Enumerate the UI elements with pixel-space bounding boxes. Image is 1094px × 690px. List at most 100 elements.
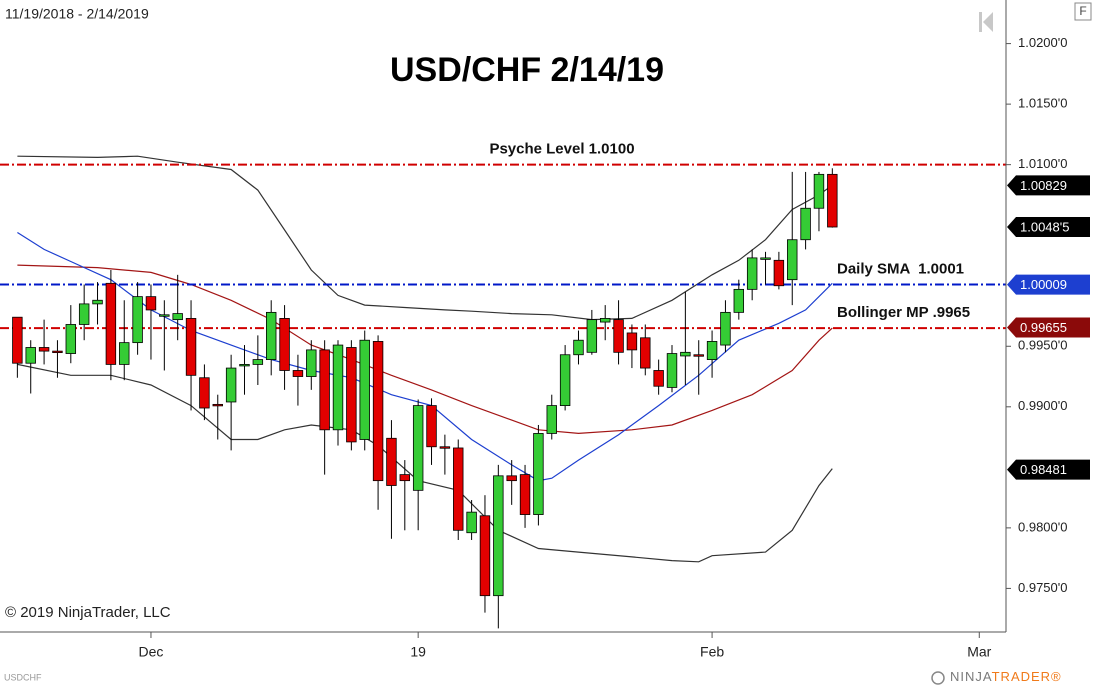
candle-body: [693, 354, 704, 357]
candle-body: [533, 433, 544, 515]
candle-body: [479, 515, 491, 597]
level-annotation: Psyche Level 1.0100: [489, 141, 634, 158]
y-tick-label: 1.0200'0: [1018, 35, 1067, 50]
candle-body: [680, 351, 691, 357]
candle-body: [506, 475, 517, 482]
candle-body: [827, 173, 838, 228]
candle-body: [599, 318, 611, 323]
panel-button-box: [1074, 2, 1092, 21]
candle-layer: [12, 168, 838, 629]
indicator-line: [17, 155, 833, 321]
candle-body: [519, 474, 531, 515]
price-badge-label: 0.99655: [1020, 320, 1067, 335]
candle-body: [279, 318, 290, 371]
candle-body: [493, 475, 504, 597]
panel-button[interactable]: F: [1074, 2, 1092, 21]
candle-body: [720, 311, 731, 346]
candle-body: [586, 319, 598, 353]
candle-body: [332, 344, 344, 431]
nav-arrow: [983, 12, 993, 32]
candle-body: [105, 282, 117, 365]
candle-body: [706, 341, 718, 360]
candle-body: [813, 173, 825, 209]
x-tick-label: Feb: [700, 644, 724, 660]
candle-body: [119, 342, 130, 365]
price-badge-label: 0.98481: [1020, 462, 1067, 477]
indicator-line: [17, 231, 833, 482]
logo-part: NINJA: [950, 669, 992, 684]
candle-body: [466, 511, 477, 534]
candle-body: [25, 347, 36, 364]
y-tick-label: 0.9950'0: [1018, 338, 1067, 353]
candle-body: [319, 349, 330, 431]
candle-body: [265, 311, 277, 360]
price-badge-label: 1.0048'5: [1020, 219, 1069, 234]
candle-body: [38, 347, 50, 352]
candle-body: [546, 405, 557, 434]
candle-body: [306, 349, 317, 377]
axis-layer: 1.0200'0 1.0150'0 1.0100'0 0.9950'0 0.9900'0…: [0, 0, 1090, 660]
candle-body: [212, 403, 223, 407]
candle-body: [453, 447, 464, 531]
candle-body: [640, 337, 651, 369]
price-badge: [1007, 217, 1090, 238]
candle-body: [386, 437, 397, 486]
candle-body: [426, 405, 437, 448]
indicator-line: [17, 264, 833, 435]
price-badge: [1007, 274, 1090, 295]
logo-text: NINJATRADER®: [950, 669, 1062, 684]
logo-part: TRADER®: [992, 669, 1062, 684]
candle-body: [132, 296, 143, 344]
y-tick-label: 0.9900'0: [1018, 398, 1067, 413]
candle-body: [733, 288, 745, 313]
candle-body: [292, 370, 304, 377]
candle-body: [159, 314, 170, 317]
candle-body: [199, 377, 210, 409]
candle-body: [346, 347, 357, 443]
x-tick-label: Mar: [967, 644, 991, 660]
price-badge-label: 1.00829: [1020, 178, 1067, 193]
candle-body: [65, 324, 77, 354]
candle-body: [666, 353, 678, 388]
candle-body: [399, 474, 411, 482]
candle-body: [239, 364, 250, 367]
level-layer: Psyche Level 1.0100 Daily SMA 1.0001 Bolli…: [0, 141, 1006, 330]
candle-body: [439, 446, 451, 449]
logo: NINJATRADER®: [931, 669, 1062, 685]
price-badge: [1007, 175, 1090, 196]
level-annotation: Bollinger MP .9965: [837, 304, 970, 321]
candle-body: [12, 316, 23, 364]
candle-body: [372, 341, 384, 482]
level-annotation: Daily SMA 1.0001: [837, 260, 964, 277]
candle-body: [613, 319, 624, 353]
candle-body: [78, 303, 90, 325]
candle-body: [412, 405, 424, 491]
candle-body: [145, 296, 157, 311]
candle-body: [760, 257, 771, 260]
candle-body: [653, 370, 664, 387]
x-tick-label: 19: [410, 644, 426, 660]
candle-body: [92, 299, 103, 305]
candle-body: [746, 257, 758, 290]
candle-body: [800, 207, 811, 241]
indicator-line: [17, 363, 833, 563]
copyright: © 2019 NinjaTrader, LLC: [5, 604, 171, 621]
candle-body: [52, 350, 63, 354]
price-badge-label: 1.00009: [1020, 277, 1067, 292]
x-tick-label: Dec: [139, 644, 164, 660]
nav-icon[interactable]: [979, 12, 993, 32]
y-tick-label: 1.0100'0: [1018, 156, 1067, 171]
candle-body: [359, 339, 370, 440]
indicator-layer: [17, 155, 833, 563]
candle-body: [559, 354, 571, 406]
date-range: 11/19/2018 - 2/14/2019: [5, 6, 149, 22]
nav-bar: [979, 12, 982, 32]
candle-body: [225, 367, 237, 403]
chart-title: USD/CHF 2/14/19: [390, 51, 664, 89]
candle-body: [573, 339, 584, 356]
y-tick-label: 0.9750'0: [1018, 580, 1067, 595]
y-tick-label: 1.0150'0: [1018, 96, 1067, 111]
logo-icon: [931, 671, 945, 685]
